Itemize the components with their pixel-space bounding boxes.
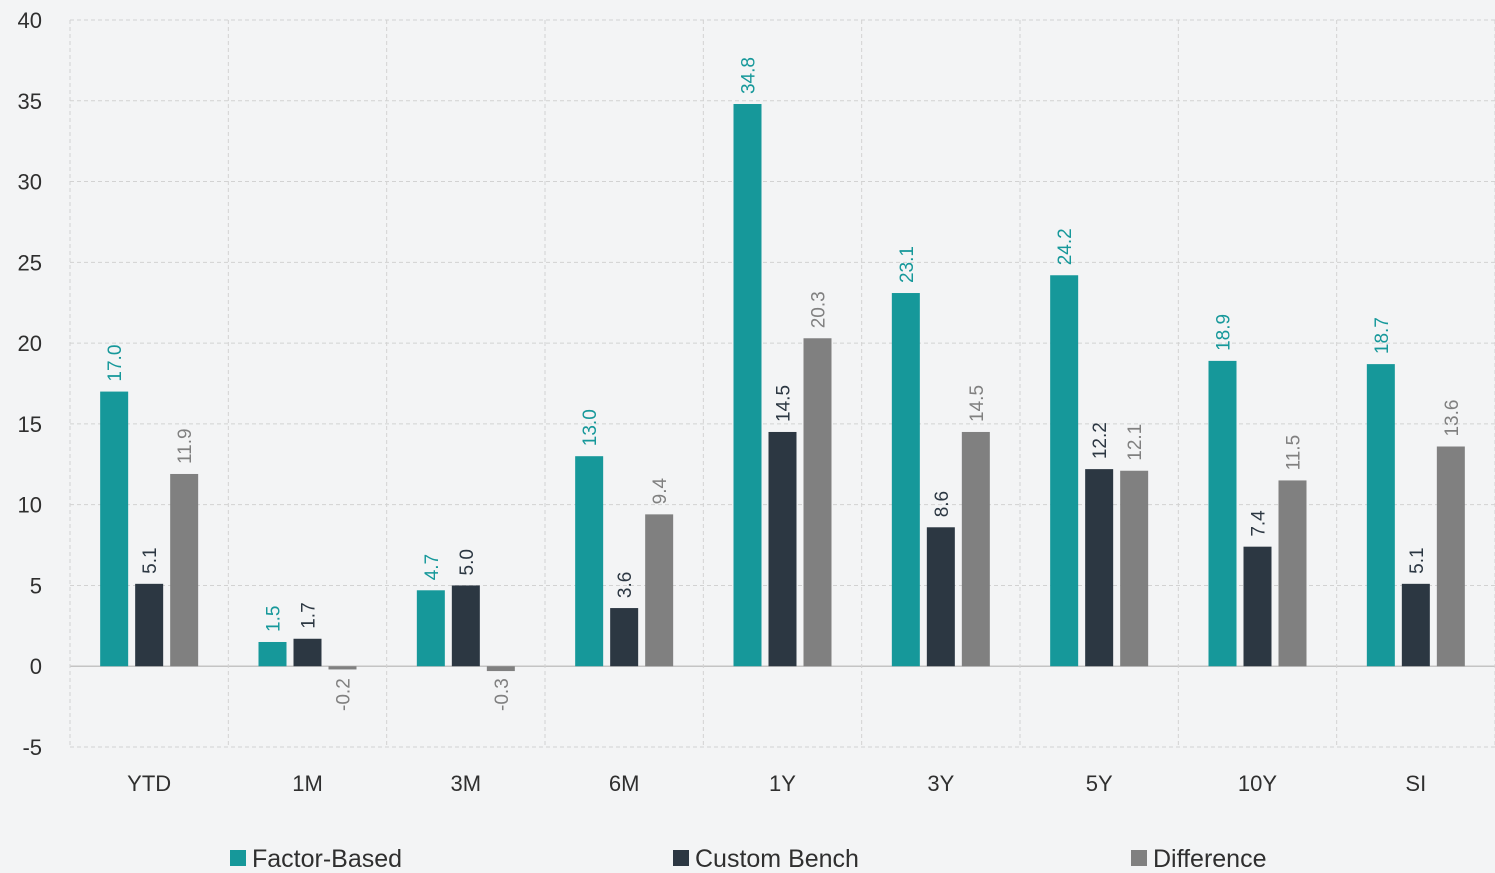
bar-custom-bench-3y bbox=[926, 527, 955, 667]
bar-factor-based-ytd bbox=[100, 391, 129, 667]
data-label: 1.7 bbox=[299, 602, 320, 628]
data-label: 14.5 bbox=[967, 385, 988, 422]
bar-factor-based-1y bbox=[733, 104, 762, 667]
data-label: -0.3 bbox=[492, 678, 513, 711]
bar-factor-based-3y bbox=[891, 293, 920, 667]
data-label: 12.2 bbox=[1090, 422, 1111, 459]
x-category-label: 3M bbox=[451, 771, 482, 796]
y-tick-label: 30 bbox=[18, 170, 42, 195]
bar-difference-3m bbox=[486, 666, 515, 672]
data-label: 5.1 bbox=[1407, 547, 1428, 573]
bar-factor-based-si bbox=[1366, 364, 1395, 667]
y-tick-label: -5 bbox=[22, 735, 42, 760]
data-label: 9.4 bbox=[650, 478, 671, 505]
data-label: 11.5 bbox=[1284, 435, 1305, 471]
data-label: 13.0 bbox=[580, 409, 601, 446]
data-label: 5.0 bbox=[457, 549, 478, 575]
bar-factor-based-5y bbox=[1050, 275, 1079, 667]
legend-swatch bbox=[673, 850, 689, 866]
x-category-label: 5Y bbox=[1086, 771, 1113, 796]
legend-label: Difference bbox=[1153, 845, 1267, 873]
bar-custom-bench-10y bbox=[1243, 546, 1272, 667]
legend-swatch bbox=[1131, 850, 1147, 866]
x-category-label: 10Y bbox=[1238, 771, 1277, 796]
data-label: 23.1 bbox=[897, 246, 918, 283]
data-label: 1.5 bbox=[264, 606, 285, 632]
legend-label: Factor-Based bbox=[252, 845, 402, 873]
bar-difference-ytd bbox=[170, 473, 199, 667]
bar-difference-6m bbox=[645, 514, 674, 667]
bar-factor-based-1m bbox=[258, 641, 287, 667]
bars bbox=[100, 104, 1465, 672]
legend-item-factor-based: Factor-Based bbox=[230, 845, 402, 873]
bar-difference-1y bbox=[803, 338, 832, 667]
y-tick-label: 15 bbox=[18, 412, 42, 437]
x-category-label: 6M bbox=[609, 771, 640, 796]
bar-difference-1m bbox=[328, 666, 357, 670]
legend-swatch bbox=[230, 850, 246, 866]
data-label: 7.4 bbox=[1249, 510, 1270, 537]
bar-custom-bench-ytd bbox=[135, 583, 164, 667]
legend: Factor-Based Custom Bench Difference bbox=[230, 845, 1267, 873]
legend-item-custom-bench: Custom Bench bbox=[673, 845, 859, 873]
bar-factor-based-6m bbox=[575, 456, 604, 667]
x-category-label: 1M bbox=[292, 771, 323, 796]
data-label: 14.5 bbox=[774, 385, 795, 422]
y-tick-label: 10 bbox=[18, 493, 42, 518]
legend-item-difference: Difference bbox=[1131, 845, 1267, 873]
bar-custom-bench-1m bbox=[293, 638, 322, 667]
grid bbox=[69, 19, 1495, 748]
y-tick-label: 5 bbox=[30, 573, 42, 598]
data-label: -0.2 bbox=[334, 678, 355, 711]
bar-custom-bench-5y bbox=[1085, 469, 1114, 667]
bar-factor-based-10y bbox=[1208, 360, 1237, 667]
x-category-label: YTD bbox=[127, 771, 171, 796]
data-labels: 17.0 5.1 11.9 1.5 1.7 -0.2 4.7 5.0 -0.3 13.0 3.6 9.… bbox=[105, 57, 1463, 711]
data-label: 17.0 bbox=[105, 345, 126, 382]
y-tick-label: 0 bbox=[30, 654, 42, 679]
bar-factor-based-3m bbox=[416, 590, 445, 667]
data-label: 34.8 bbox=[739, 57, 760, 94]
bar-custom-bench-6m bbox=[610, 608, 639, 667]
y-tick-label: 20 bbox=[18, 331, 42, 356]
data-label: 4.7 bbox=[422, 554, 443, 580]
x-category-label: SI bbox=[1405, 771, 1426, 796]
y-tick-label: 40 bbox=[18, 8, 42, 33]
x-category-label: 1Y bbox=[769, 771, 796, 796]
legend-label: Custom Bench bbox=[695, 845, 859, 873]
data-label: 11.9 bbox=[175, 428, 196, 464]
data-label: 5.1 bbox=[140, 547, 161, 573]
data-label: 20.3 bbox=[809, 291, 830, 328]
x-axis-categories: YTD 1M 3M 6M 1Y 3Y 5Y 10Y SI bbox=[127, 771, 1426, 796]
data-label: 13.6 bbox=[1442, 400, 1463, 437]
bar-difference-10y bbox=[1278, 480, 1307, 667]
y-tick-label: 25 bbox=[18, 250, 42, 275]
data-label: 8.6 bbox=[932, 491, 953, 517]
bar-difference-si bbox=[1436, 446, 1465, 667]
y-axis-ticks: -5 0 5 10 15 20 25 30 35 40 bbox=[18, 8, 42, 760]
data-label: 12.1 bbox=[1125, 424, 1146, 461]
data-label: 3.6 bbox=[615, 572, 636, 598]
data-label: 18.7 bbox=[1372, 317, 1393, 354]
bar-difference-3y bbox=[961, 431, 990, 667]
bar-custom-bench-1y bbox=[768, 431, 797, 667]
y-tick-label: 35 bbox=[18, 89, 42, 114]
bar-custom-bench-3m bbox=[451, 585, 480, 667]
x-category-label: 3Y bbox=[927, 771, 954, 796]
bar-difference-5y bbox=[1120, 470, 1149, 667]
data-label: 18.9 bbox=[1214, 314, 1235, 351]
bar-custom-bench-si bbox=[1401, 583, 1430, 667]
data-label: 24.2 bbox=[1055, 228, 1076, 265]
